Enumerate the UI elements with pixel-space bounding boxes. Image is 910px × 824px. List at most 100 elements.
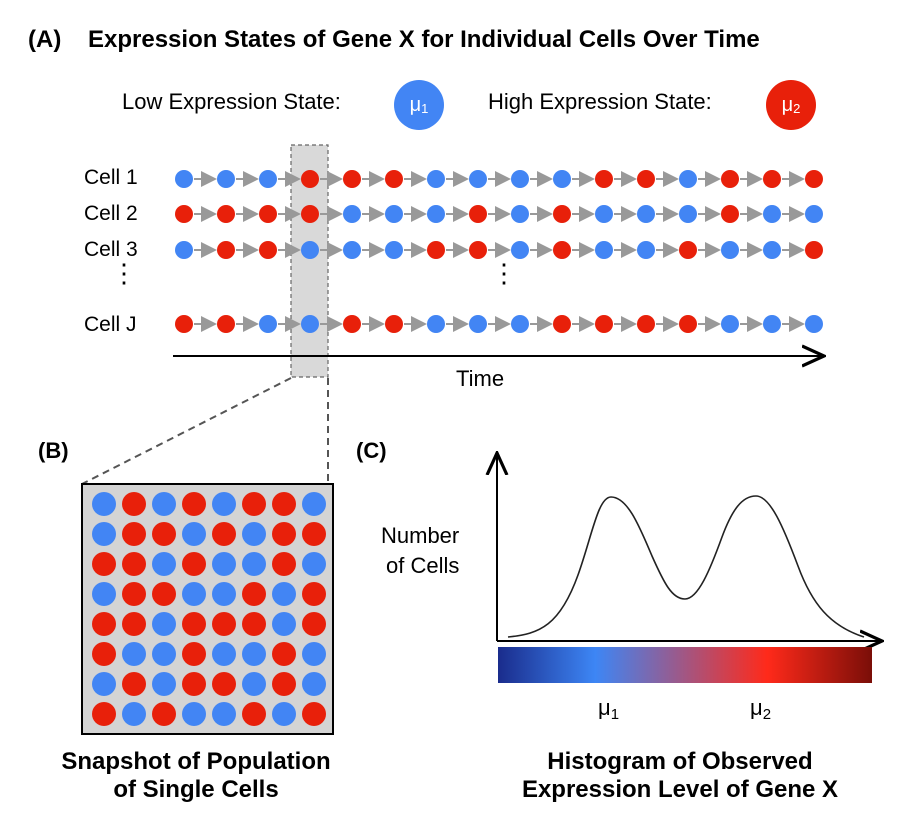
- cell-state-low-dot: [343, 205, 361, 223]
- snapshot-cell-low: [272, 612, 296, 636]
- snapshot-cell-low: [212, 642, 236, 666]
- cell-state-low-dot: [721, 315, 739, 333]
- snapshot-cell-high: [122, 492, 146, 516]
- cell-state-high-dot: [469, 241, 487, 259]
- snapshot-cell-high: [212, 612, 236, 636]
- snapshot-cell-low: [92, 492, 116, 516]
- cell-state-high-dot: [343, 170, 361, 188]
- cell-state-low-dot: [427, 315, 445, 333]
- snapshot-cell-low: [242, 642, 266, 666]
- cell-state-low-dot: [217, 170, 235, 188]
- cell-state-low-dot: [805, 205, 823, 223]
- cell-state-low-dot: [301, 241, 319, 259]
- cell-state-low-dot: [385, 241, 403, 259]
- tick-mu-2-symbol: μ: [750, 695, 763, 720]
- timeline-row: [175, 241, 823, 259]
- cell-state-low-dot: [469, 315, 487, 333]
- tick-mu-1-subscript: 1: [610, 706, 620, 723]
- time-axis-label: Time: [456, 366, 505, 391]
- legend-low-symbol: μ: [409, 93, 422, 116]
- snapshot-cell-high: [302, 582, 326, 606]
- cell-state-high-dot: [553, 241, 571, 259]
- cell-state-low-dot: [175, 241, 193, 259]
- cell-state-high-dot: [637, 170, 655, 188]
- histogram-y-label-line-1: Number: [381, 523, 460, 548]
- snapshot-cell-low: [302, 492, 326, 516]
- bimodal-density-curve: [507, 495, 865, 638]
- snapshot-cell-low: [302, 552, 326, 576]
- timeline-rows: [175, 170, 823, 333]
- snapshot-cell-low: [122, 642, 146, 666]
- cell-state-low-dot: [259, 315, 277, 333]
- snapshot-cell-high: [212, 522, 236, 546]
- cell-state-low-dot: [511, 241, 529, 259]
- cell-state-low-dot: [469, 170, 487, 188]
- snapshot-cell-low: [242, 552, 266, 576]
- cell-state-high-dot: [553, 315, 571, 333]
- snapshot-cell-high: [92, 552, 116, 576]
- snapshot-cell-low: [302, 672, 326, 696]
- snapshot-cell-low: [152, 612, 176, 636]
- panel-a-label: (A): [28, 26, 62, 53]
- cell-state-high-dot: [595, 315, 613, 333]
- snapshot-cell-low: [212, 492, 236, 516]
- cell-state-low-dot: [301, 315, 319, 333]
- cell-state-low-dot: [637, 205, 655, 223]
- row-ellipsis-middle: ⋮: [491, 258, 517, 288]
- row-label-cell-3: Cell 3: [84, 238, 138, 261]
- snapshot-cell-high: [122, 552, 146, 576]
- panel-b-caption-line-2: of Single Cells: [113, 776, 279, 803]
- snapshot-cell-high: [122, 522, 146, 546]
- snapshot-cell-low: [122, 702, 146, 726]
- snapshot-cell-low: [272, 582, 296, 606]
- cell-state-low-dot: [763, 205, 781, 223]
- cell-state-high-dot: [679, 315, 697, 333]
- cell-state-low-dot: [637, 241, 655, 259]
- cell-state-low-dot: [679, 205, 697, 223]
- cell-state-high-dot: [217, 205, 235, 223]
- snapshot-cell-high: [122, 612, 146, 636]
- cell-state-low-dot: [679, 170, 697, 188]
- tick-mu-1-symbol: μ: [598, 695, 611, 720]
- row-label-cell-1: Cell 1: [84, 166, 138, 189]
- legend-high-subscript: 2: [793, 100, 801, 116]
- panel-c-caption-line-2: Expression Level of Gene X: [521, 776, 839, 803]
- zoom-line-left: [81, 377, 292, 485]
- tick-mu-2-subscript: 2: [762, 706, 772, 723]
- snapshot-cell-high: [92, 612, 116, 636]
- cell-state-high-dot: [217, 315, 235, 333]
- snapshot-cell-high: [182, 672, 206, 696]
- cell-state-high-dot: [553, 205, 571, 223]
- snapshot-cell-low: [212, 702, 236, 726]
- snapshot-cell-high: [182, 492, 206, 516]
- legend-low-subscript: 1: [421, 100, 429, 116]
- expression-color-gradient-bar: [498, 647, 872, 683]
- snapshot-cell-high: [182, 552, 206, 576]
- snapshot-cell-low: [152, 672, 176, 696]
- cell-state-low-dot: [763, 241, 781, 259]
- snapshot-cell-low: [272, 702, 296, 726]
- cell-state-low-dot: [427, 170, 445, 188]
- panel-b-caption-line-1: Snapshot of Population: [61, 748, 331, 775]
- snapshot-cell-low: [212, 582, 236, 606]
- cell-state-high-dot: [385, 315, 403, 333]
- row-label-cell-j: Cell J: [84, 313, 137, 336]
- snapshot-cell-high: [182, 642, 206, 666]
- snapshot-cell-high: [152, 702, 176, 726]
- snapshot-cell-high: [302, 702, 326, 726]
- snapshot-cell-high: [272, 642, 296, 666]
- snapshot-cell-low: [182, 702, 206, 726]
- panel-c-caption: Histogram of Observed Expression Level o…: [480, 748, 880, 804]
- cell-state-high-dot: [427, 241, 445, 259]
- panel-a-title: Expression States of Gene X for Individu…: [88, 26, 760, 53]
- snapshot-cell-low: [152, 552, 176, 576]
- cell-state-high-dot: [259, 205, 277, 223]
- cell-state-high-dot: [805, 170, 823, 188]
- panel-c-caption-line-1: Histogram of Observed: [547, 748, 813, 775]
- snapshot-grid: [92, 492, 326, 726]
- snapshot-cell-low: [152, 492, 176, 516]
- cell-state-high-dot: [301, 205, 319, 223]
- cell-state-high-dot: [175, 315, 193, 333]
